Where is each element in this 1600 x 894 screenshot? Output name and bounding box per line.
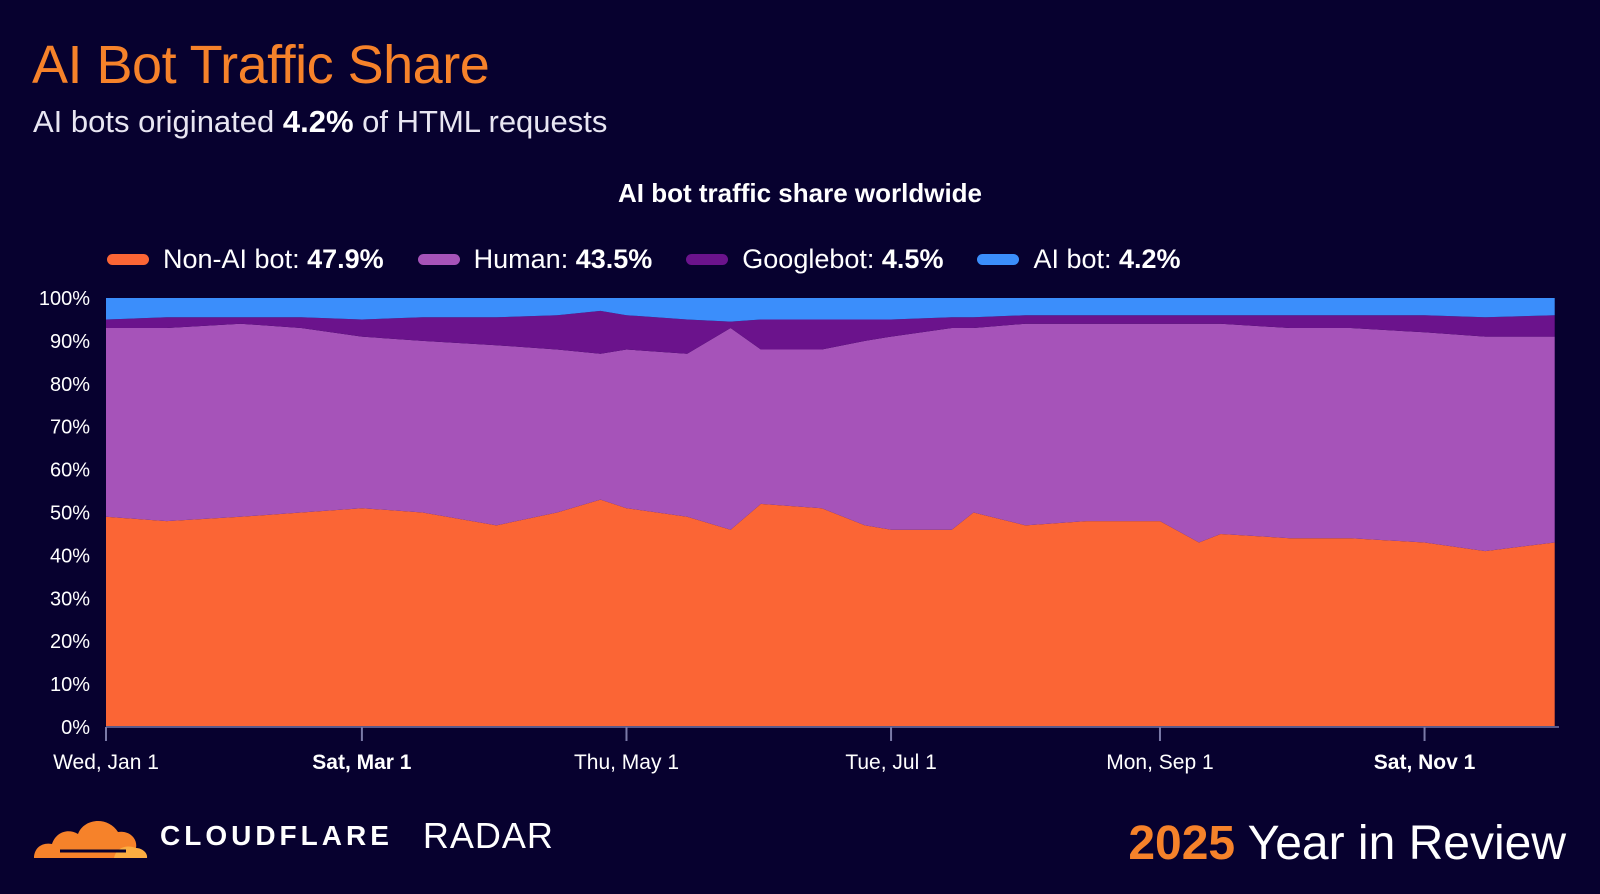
cloudflare-cloud-icon (34, 820, 148, 858)
x-tick-label: Thu, May 1 (574, 751, 679, 774)
subtitle-value: 4.2% (282, 104, 354, 139)
y-tick-label: 100% (39, 288, 90, 310)
page-title: AI Bot Traffic Share (32, 35, 490, 95)
legend-item-ai-bot[interactable]: AI bot: 4.2% (977, 244, 1181, 275)
legend-swatch (686, 254, 729, 265)
x-tick-label: Tue, Jul 1 (845, 751, 936, 774)
legend-item-human[interactable]: Human: 43.5% (417, 244, 653, 275)
y-tick-label: 50% (50, 503, 90, 525)
legend-label: Non-AI bot (163, 244, 293, 274)
product-name: RADAR (422, 815, 554, 856)
chart-legend: Non-AI bot: 47.9% Human: 43.5% Googlebot… (107, 244, 1181, 275)
y-tick-label: 60% (50, 460, 90, 482)
subtitle-prefix: AI bots originated (33, 104, 283, 139)
y-tick-label: 10% (50, 674, 90, 696)
tagline: Year in Review (1247, 817, 1566, 870)
x-tick-label: Mon, Sep 1 (1106, 751, 1213, 774)
legend-value: 4.2% (1119, 244, 1181, 274)
cloudflare-radar-logo: CLOUDFLARE RADAR (30, 808, 554, 864)
brand-name: CLOUDFLARE (160, 820, 393, 851)
legend-value: 47.9% (307, 244, 384, 274)
area-googlebot (106, 310, 1555, 354)
page-subtitle: AI bots originated 4.2% of HTML requests (33, 104, 607, 140)
legend-label: Googlebot (742, 244, 867, 274)
x-tick-label: Wed, Jan 1 (53, 751, 159, 774)
y-tick-label: 30% (50, 588, 90, 610)
legend-label: AI bot (1033, 244, 1104, 274)
legend-label: Human (473, 244, 561, 274)
y-tick-label: 70% (50, 417, 90, 439)
legend-value: 4.5% (881, 244, 944, 274)
area-ai-bot (106, 298, 1555, 322)
x-tick-label: Sat, Nov 1 (1374, 751, 1476, 774)
legend-item-googlebot[interactable]: Googlebot: 4.5% (686, 244, 943, 275)
area-non-ai-bot (106, 499, 1555, 727)
year: 2025 (1128, 817, 1236, 870)
area-human (106, 323, 1555, 552)
y-tick-label: 90% (50, 331, 90, 353)
y-tick-label: 0% (61, 717, 90, 739)
y-tick-label: 40% (50, 545, 90, 567)
y-tick-label: 80% (50, 374, 90, 396)
chart-title: AI bot traffic share worldwide (617, 178, 983, 208)
year-in-review: 2025 Year in Review (1128, 816, 1566, 871)
legend-swatch (417, 254, 460, 265)
legend-value: 43.5% (575, 244, 653, 274)
x-tick-label: Sat, Mar 1 (312, 751, 412, 774)
legend-swatch (107, 254, 149, 265)
y-tick-label: 20% (50, 631, 90, 653)
stacked-area-chart: 0% 10% 20% 30% 40% 50% 60% 70% 80% 90% 100% Wed, Ja… (39, 288, 1559, 774)
subtitle-suffix: of HTML requests (353, 104, 608, 139)
legend-item-non-ai-bot[interactable]: Non-AI bot: 47.9% (107, 244, 384, 275)
legend-swatch (977, 254, 1020, 265)
